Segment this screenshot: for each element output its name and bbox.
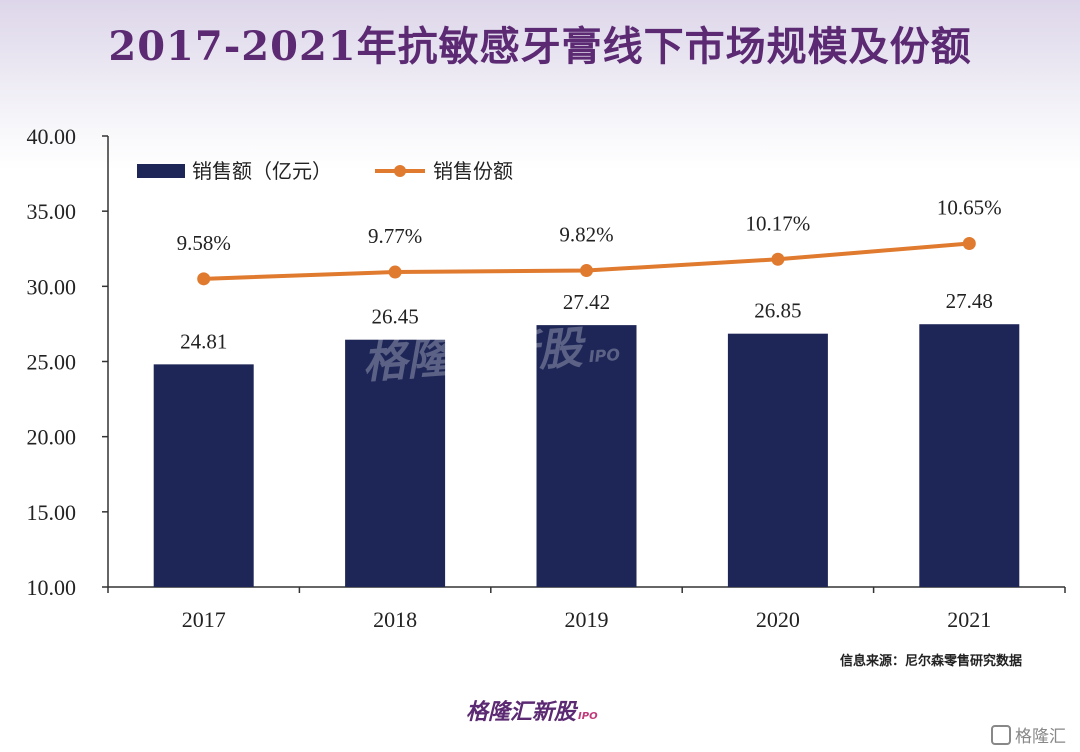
legend-line-label: 销售份额: [433, 159, 513, 183]
bar: [727, 333, 828, 587]
legend-bar-label: 销售额（亿元）: [192, 159, 332, 183]
chart-title: 2017-2021年抗敏感牙膏线下市场规模及份额: [108, 23, 972, 70]
legend-line-marker: [394, 165, 406, 177]
share-point: [962, 236, 976, 250]
x-tick-label: 2017: [182, 607, 226, 632]
x-tick-label: 2019: [565, 607, 609, 632]
x-tick-label: 2020: [756, 607, 800, 632]
share-point: [388, 265, 402, 279]
share-point: [197, 272, 211, 286]
y-tick-label: 10.00: [27, 575, 77, 600]
brand-logo: 格隆汇新股 IPO: [466, 694, 598, 726]
bar-value-label: 26.45: [371, 305, 418, 329]
bar-value-label: 26.85: [754, 299, 801, 323]
bar: [919, 324, 1020, 587]
corner-watermark: 格隆汇: [991, 722, 1066, 747]
bar: [345, 339, 446, 587]
share-value-label: 9.58%: [177, 231, 231, 255]
x-tick-label: 2018: [373, 607, 417, 632]
logo-icon: [991, 725, 1011, 745]
y-tick-label: 40.00: [27, 124, 77, 149]
share-value-label: 10.17%: [746, 211, 811, 235]
bar: [536, 325, 637, 587]
bar-value-label: 27.42: [563, 290, 610, 314]
brand-name: 格隆汇新股: [466, 700, 577, 725]
y-tick-label: 30.00: [27, 274, 77, 299]
share-point: [580, 264, 593, 278]
brand-suffix: IPO: [578, 711, 598, 722]
share-value-label: 9.77%: [368, 224, 422, 248]
y-tick-label: 15.00: [27, 500, 77, 525]
share-point: [771, 252, 785, 266]
source-note: 信息来源：尼尔森零售研究数据: [839, 654, 1022, 669]
bar-value-label: 27.48: [946, 289, 993, 313]
y-tick-label: 25.00: [27, 350, 77, 375]
y-tick-label: 20.00: [27, 425, 77, 450]
y-tick-label: 35.00: [27, 199, 77, 224]
bar: [153, 364, 254, 587]
corner-label: 格隆汇: [1015, 727, 1066, 747]
share-value-label: 10.65%: [937, 195, 1002, 219]
x-tick-label: 2021: [947, 607, 991, 632]
share-value-label: 9.82%: [559, 223, 613, 247]
bar-value-label: 24.81: [180, 329, 227, 353]
legend-bar-swatch: [137, 164, 185, 178]
